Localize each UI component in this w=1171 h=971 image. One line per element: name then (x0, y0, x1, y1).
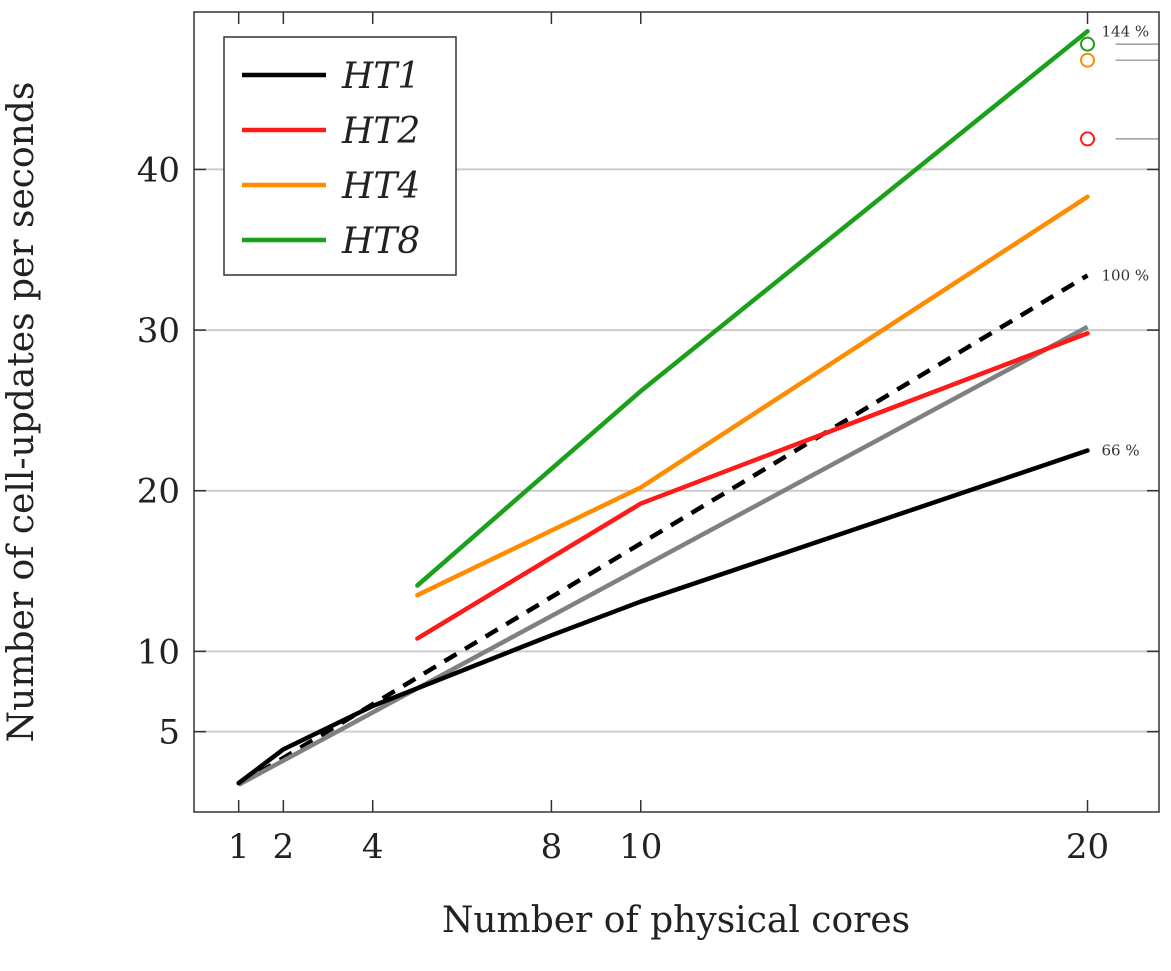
marker-circle-1 (1080, 36, 1096, 52)
annotations-layer: 144 % 100 % 66 % (1102, 22, 1159, 460)
annotation-100-: 100 % (1102, 266, 1150, 284)
marker-circle-3 (1080, 131, 1096, 147)
legend: HT1 HT2 HT4 HT8 (223, 36, 457, 276)
y-tick-label-30: 30 (137, 311, 180, 351)
x-tick-label-8: 8 (541, 827, 563, 867)
x-tick-label-10: 10 (619, 827, 662, 867)
x-tick-label-1: 1 (228, 827, 250, 867)
legend-label-ht4: HT4 (341, 166, 420, 207)
marker-circle-2 (1080, 52, 1096, 68)
series-line-ht4 (415, 194, 1090, 598)
reference-line-dashed (237, 273, 1089, 787)
ticks-layer: 5 10 20 30 40 1 2 4 8 10 20 (137, 12, 1159, 867)
legend-label-ht8: HT8 (341, 221, 420, 262)
y-tick-label-5: 5 (158, 713, 180, 753)
legend-label-ht1: HT1 (341, 56, 420, 97)
markers-layer (1080, 36, 1096, 147)
series-line-ht1 (236, 448, 1090, 786)
y-tick-label-40: 40 (137, 150, 180, 190)
annotation-66-: 66 % (1102, 442, 1140, 460)
reference-line-gray (237, 324, 1089, 787)
y-axis-title: Number of cell-updates per seconds (1, 82, 42, 743)
series-line-ht2 (415, 331, 1090, 641)
y-tick-label-10: 10 (137, 632, 180, 672)
series-line-ht8 (415, 29, 1090, 588)
x-axis-title: Number of physical cores (442, 900, 910, 941)
annotation-144-: 144 % (1102, 22, 1150, 40)
y-tick-label-20: 20 (137, 472, 180, 512)
series-layer (236, 29, 1090, 787)
x-tick-label-20: 20 (1066, 827, 1109, 867)
legend-label-ht2: HT2 (341, 111, 420, 152)
x-tick-label-2: 2 (273, 827, 295, 867)
x-tick-label-4: 4 (362, 827, 384, 867)
plot-frame (193, 11, 1160, 813)
